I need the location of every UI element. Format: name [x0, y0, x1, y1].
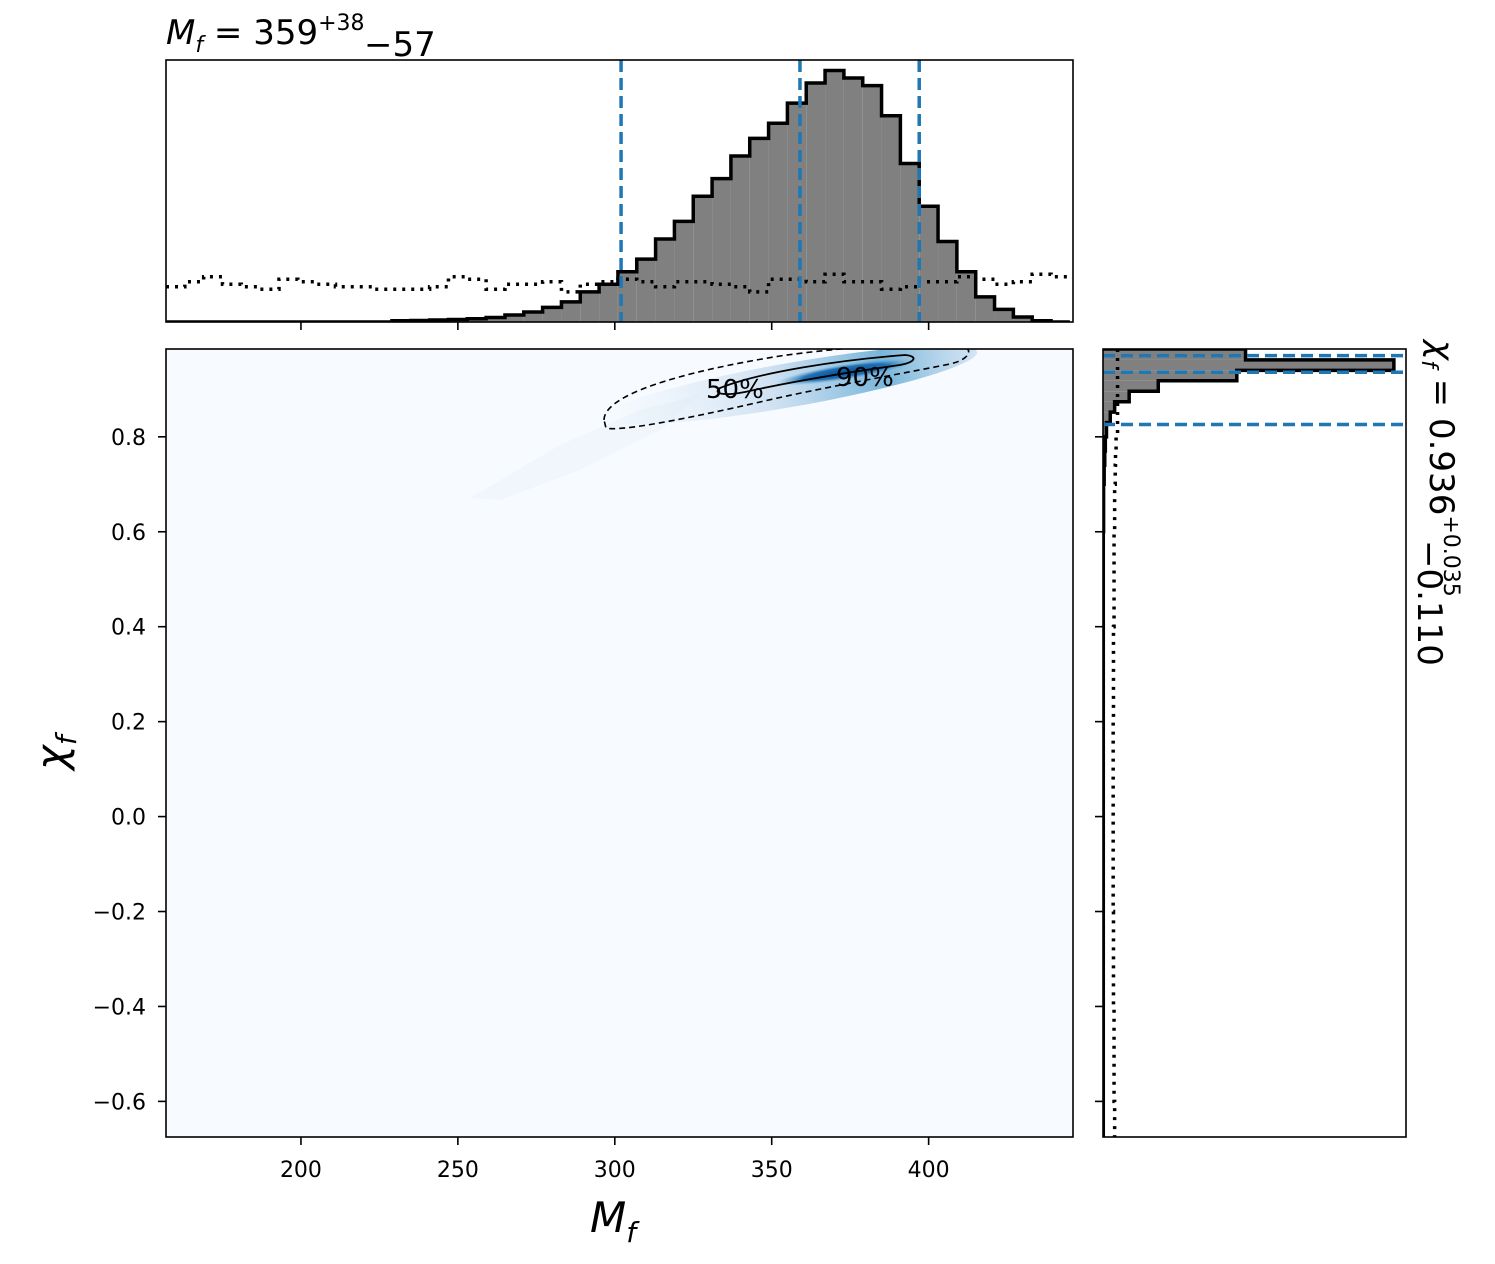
y-tick-label: −0.2: [93, 901, 146, 926]
mf-hist-bar: [523, 311, 543, 322]
mf-hist-bar: [768, 123, 788, 322]
x-axis-label: Mf: [590, 1193, 640, 1249]
top-title-minus: −57: [364, 25, 436, 65]
side-title-minus: −0.110: [1409, 540, 1449, 666]
top-title: Mf = 359+38: [166, 11, 365, 58]
y-tick-label: 0.6: [111, 521, 146, 546]
chi-hist-bar: [1103, 370, 1237, 381]
chi-quantile-lines: [1103, 353, 1406, 427]
contour-50: [716, 354, 915, 395]
top-panel-ticks: [300, 322, 930, 330]
contour-90: [603, 349, 970, 430]
mf-hist-bar: [956, 271, 976, 322]
main-density-panel: 50% 90% 200 250 300 350 400 0.8 0.6 0.4 0.2 0.0 −…: [93, 348, 1074, 1183]
mf-quantile-lines: [619, 60, 921, 322]
mf-prior-outline: [166, 272, 1070, 294]
mf-hist-bar: [504, 314, 524, 322]
mf-hist-bar: [486, 317, 505, 322]
chi-hist-bar: [1103, 412, 1111, 423]
mf-hist-bar: [730, 155, 750, 322]
mf-hist-bar: [542, 307, 562, 322]
svg-text:χf: χf: [27, 731, 83, 772]
mf-hist-bar: [881, 115, 901, 322]
contour-label-90: 90%: [836, 363, 894, 393]
mf-hist-bar: [787, 103, 807, 322]
side-panel-ticks: [1095, 436, 1103, 1103]
mf-hist-bar: [975, 296, 995, 322]
mf-hist-bar: [712, 178, 731, 322]
density-background: [166, 349, 1073, 1137]
density-map: 50% 90%: [470, 349, 978, 500]
x-tick-label: 300: [594, 1158, 636, 1183]
top-marginal-panel: [165, 59, 1074, 330]
y-axis-label: χf: [27, 731, 83, 772]
mf-hist-bar: [674, 221, 694, 322]
mf-hist-bar: [843, 78, 863, 322]
y-tick-label: −0.4: [93, 995, 146, 1020]
chi-hist-bar: [1103, 380, 1159, 392]
y-tick-label: 0.0: [111, 806, 146, 831]
chi-hist-bar: [1103, 401, 1115, 413]
mf-hist-bar: [693, 196, 713, 322]
chi-hist-bar: [1103, 349, 1246, 360]
y-tick-label: 0.8: [111, 426, 146, 451]
mf-hist-bar: [655, 238, 675, 322]
svg-text:χf = 0.936+0.035: χf = 0.936+0.035: [1416, 338, 1463, 597]
y-tick-label: 0.4: [111, 616, 146, 641]
mf-hist-bar: [825, 70, 844, 322]
side-marginal-panel: [1095, 348, 1407, 1138]
mf-hist-bar: [599, 284, 618, 322]
y-tick-label: 0.2: [111, 711, 146, 736]
side-title: χf = 0.936+0.035 −0.110: [1409, 338, 1463, 666]
mf-hist-bar: [862, 85, 882, 322]
mf-hist-bar: [749, 138, 769, 322]
mf-hist-bar: [919, 206, 939, 322]
y-axis-ticks: 0.8 0.6 0.4 0.2 0.0 −0.2 −0.4 −0.6: [93, 426, 166, 1115]
x-tick-label: 200: [280, 1158, 322, 1183]
contour-label-50: 50%: [706, 375, 764, 405]
x-tick-label: 250: [437, 1158, 479, 1183]
mf-hist-bar: [1013, 316, 1033, 322]
mf-hist-bar: [636, 259, 656, 322]
mf-hist-bar: [580, 291, 600, 322]
chi-prior-outline: [1111, 349, 1120, 1137]
x-tick-label: 400: [908, 1158, 950, 1183]
mf-hist-outline: [166, 68, 1070, 322]
x-tick-label: 350: [751, 1158, 793, 1183]
y-tick-label: −0.6: [93, 1090, 146, 1115]
mf-hist-bar: [994, 309, 1014, 322]
mf-hist-bar: [561, 301, 581, 322]
mf-hist-bar: [900, 163, 920, 322]
x-axis-ticks: 200 250 300 350 400: [280, 1137, 950, 1183]
mf-hist-bar: [806, 83, 826, 322]
chi-hist-bar: [1103, 359, 1394, 371]
